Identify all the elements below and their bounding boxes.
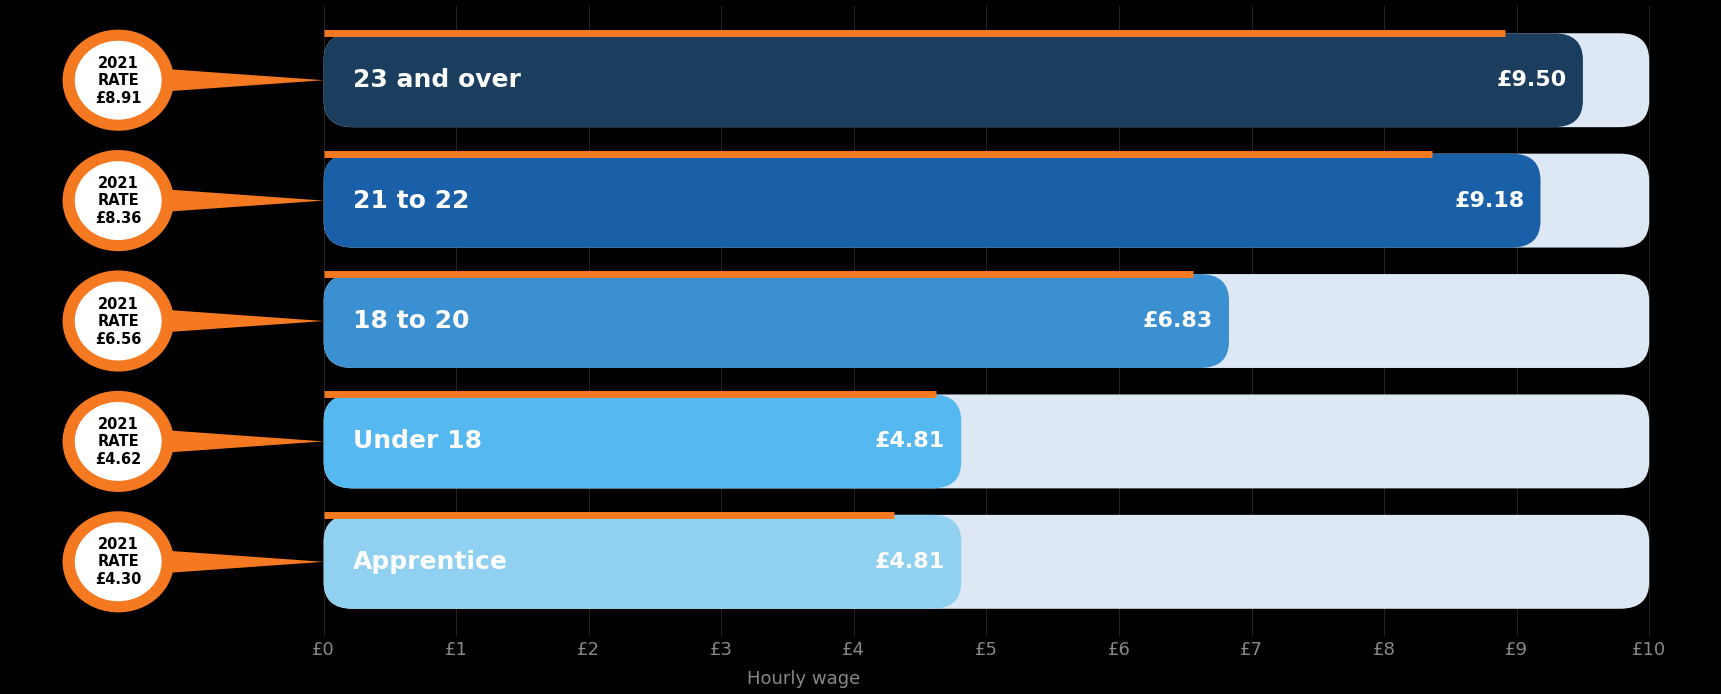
Text: £9.18: £9.18 xyxy=(1454,191,1525,210)
Text: 2021: 2021 xyxy=(98,417,139,432)
Text: Apprentice: Apprentice xyxy=(353,550,508,574)
Text: £4.81: £4.81 xyxy=(874,432,945,451)
FancyBboxPatch shape xyxy=(324,274,1649,368)
Text: RATE: RATE xyxy=(98,434,139,449)
Circle shape xyxy=(74,161,162,240)
Text: RATE: RATE xyxy=(98,193,139,208)
Text: RATE: RATE xyxy=(98,555,139,569)
Polygon shape xyxy=(155,189,324,212)
Polygon shape xyxy=(155,309,324,333)
Text: £6.56: £6.56 xyxy=(95,332,141,346)
FancyBboxPatch shape xyxy=(324,515,1649,609)
Circle shape xyxy=(62,391,174,492)
Text: 2021: 2021 xyxy=(98,176,139,192)
FancyBboxPatch shape xyxy=(324,33,1583,127)
X-axis label: Hourly wage: Hourly wage xyxy=(747,670,860,688)
FancyBboxPatch shape xyxy=(324,394,1649,489)
Polygon shape xyxy=(155,550,324,574)
FancyBboxPatch shape xyxy=(324,515,962,609)
Text: 2021: 2021 xyxy=(98,296,139,312)
Circle shape xyxy=(62,150,174,251)
Circle shape xyxy=(62,271,174,371)
FancyBboxPatch shape xyxy=(324,153,1540,248)
FancyBboxPatch shape xyxy=(324,394,962,489)
Text: Under 18: Under 18 xyxy=(353,430,482,453)
Text: RATE: RATE xyxy=(98,314,139,328)
Polygon shape xyxy=(155,68,324,92)
Circle shape xyxy=(74,41,162,119)
FancyBboxPatch shape xyxy=(324,33,1649,127)
Circle shape xyxy=(74,282,162,360)
FancyBboxPatch shape xyxy=(324,274,1229,368)
Circle shape xyxy=(62,511,174,612)
Text: £4.81: £4.81 xyxy=(874,552,945,572)
Circle shape xyxy=(62,30,174,130)
Text: £8.91: £8.91 xyxy=(95,91,141,105)
Polygon shape xyxy=(155,430,324,453)
Text: 23 and over: 23 and over xyxy=(353,68,521,92)
Text: £4.30: £4.30 xyxy=(95,573,141,587)
Text: 18 to 20: 18 to 20 xyxy=(353,309,470,333)
Text: 2021: 2021 xyxy=(98,56,139,71)
Circle shape xyxy=(74,402,162,481)
Text: £4.62: £4.62 xyxy=(95,452,141,467)
Text: 2021: 2021 xyxy=(98,537,139,552)
Text: £8.36: £8.36 xyxy=(95,211,141,226)
Text: £9.50: £9.50 xyxy=(1497,70,1568,90)
Text: £6.83: £6.83 xyxy=(1143,311,1213,331)
Circle shape xyxy=(74,523,162,601)
Text: RATE: RATE xyxy=(98,73,139,87)
Text: 21 to 22: 21 to 22 xyxy=(353,189,470,212)
FancyBboxPatch shape xyxy=(324,153,1649,248)
